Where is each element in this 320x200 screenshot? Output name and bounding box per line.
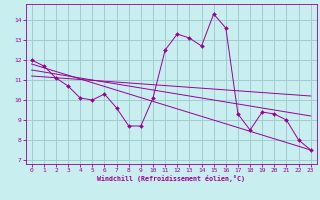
X-axis label: Windchill (Refroidissement éolien,°C): Windchill (Refroidissement éolien,°C)	[97, 175, 245, 182]
